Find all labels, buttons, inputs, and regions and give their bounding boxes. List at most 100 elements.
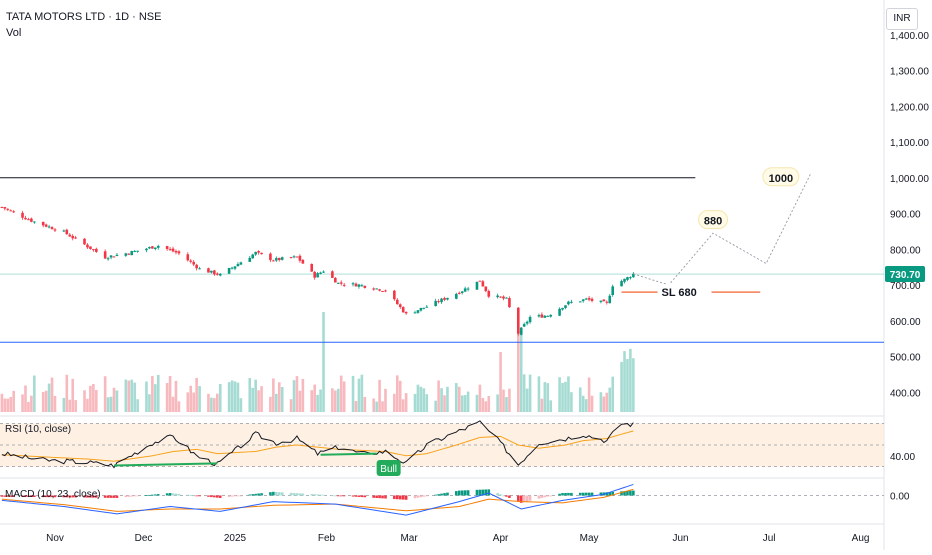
macd-histogram-bar: [233, 495, 237, 497]
candle-body: [68, 234, 72, 237]
volume-bar: [558, 377, 561, 412]
macd-histogram-bar: [331, 495, 334, 497]
candle-body: [33, 221, 36, 223]
macd-histogram-bar: [611, 491, 615, 496]
candle-body: [89, 246, 92, 250]
volume-bar: [561, 382, 564, 412]
macd-histogram-bar: [528, 495, 532, 501]
candle-body: [419, 307, 423, 311]
target-880-label: 880: [704, 216, 722, 228]
candle-body: [460, 291, 464, 293]
volume-bar: [502, 389, 505, 412]
volume-bar: [213, 398, 216, 412]
y-tick-label: 1,200.00: [890, 102, 929, 113]
candle-body: [316, 273, 319, 278]
volume-bar: [124, 379, 128, 412]
volume-bar: [145, 381, 148, 412]
candle-body: [322, 271, 325, 273]
macd-histogram-bar: [298, 493, 302, 496]
macd-histogram-bar: [499, 494, 502, 496]
macd-histogram-bar: [103, 495, 107, 498]
macd-histogram-bar: [564, 492, 567, 496]
macd-histogram-bar: [186, 494, 190, 496]
macd-histogram-bar: [623, 491, 626, 496]
currency-button[interactable]: INR: [886, 8, 918, 30]
rsi-band: [0, 423, 884, 467]
macd-histogram-bar: [567, 492, 570, 496]
macd-histogram-bar: [109, 495, 113, 498]
volume-layer: [0, 312, 635, 412]
macd-histogram-bar: [174, 493, 178, 496]
volume-bar: [457, 386, 461, 412]
macd-histogram-bar: [354, 495, 358, 497]
macd-histogram-bar: [425, 495, 429, 497]
candle-body: [218, 273, 222, 276]
volume-bar: [272, 378, 275, 412]
volume-bar: [112, 387, 116, 412]
y-tick-label: 1,100.00: [890, 138, 929, 149]
candle-body: [292, 256, 296, 258]
volume-bar: [171, 396, 175, 412]
macd-histogram-bar: [525, 495, 529, 502]
volume-bar: [581, 395, 585, 412]
candle-body: [272, 260, 275, 262]
volume-bar: [248, 378, 252, 412]
macd-histogram-bar: [33, 495, 36, 498]
volume-bar: [269, 396, 272, 412]
volume-bar: [53, 395, 57, 412]
candle-body: [372, 288, 375, 290]
y-tick-label: 1,400.00: [890, 31, 929, 42]
macd-histogram-bar: [62, 495, 66, 498]
macd-histogram-bar: [605, 492, 609, 496]
volume-bar: [478, 384, 482, 412]
candle-body: [301, 259, 305, 264]
volume-bar: [437, 380, 440, 412]
macd-histogram-bar: [608, 492, 612, 496]
candle-body: [92, 249, 95, 251]
macd-histogram-bar: [342, 495, 346, 497]
macd-histogram-bar: [522, 495, 526, 503]
volume-bar: [336, 388, 340, 412]
candle-body: [546, 315, 550, 317]
y-tick-label: 400.00: [890, 388, 921, 399]
macd-histogram-bar: [463, 490, 467, 496]
candle-body: [83, 238, 86, 245]
volume-bar: [525, 388, 529, 412]
stop-loss-label-box: [657, 284, 712, 301]
horizontal-lines-layer: [0, 177, 884, 343]
volume-bar: [275, 393, 278, 412]
macd-histogram-bar: [378, 495, 381, 499]
rsi-line: [1, 420, 634, 469]
volume-bar: [475, 394, 479, 412]
candle-body: [47, 226, 51, 228]
candle-body: [106, 258, 110, 260]
volume-bar: [378, 379, 381, 412]
macd-histogram-bar: [363, 495, 367, 498]
candle-body: [422, 307, 426, 309]
volume-bar: [484, 401, 488, 412]
macd-histogram-bar: [213, 495, 216, 498]
bull-signal-label: Bull: [380, 464, 397, 475]
candle-body: [351, 283, 355, 285]
candle-body: [109, 255, 113, 258]
volume-bar: [0, 393, 4, 412]
macd-histogram-bar: [145, 495, 148, 497]
macd-histogram-bar: [419, 495, 423, 498]
volume-bar: [92, 384, 95, 412]
macd-histogram-bar: [277, 492, 281, 496]
macd-histogram-bar: [516, 495, 520, 502]
volume-bar: [440, 388, 443, 412]
volume-bar: [86, 398, 89, 412]
volume-bar: [6, 398, 10, 412]
candle-body: [528, 316, 532, 323]
candle-body: [384, 290, 387, 292]
candle-body: [481, 281, 485, 287]
macd-histogram-bar: [519, 495, 523, 503]
macd-histogram-bar: [549, 495, 553, 497]
candle-body: [0, 206, 4, 208]
candle-body: [21, 212, 24, 218]
macd-histogram-bar: [83, 495, 86, 498]
volume-bar: [357, 378, 361, 412]
candle-body: [363, 285, 367, 288]
